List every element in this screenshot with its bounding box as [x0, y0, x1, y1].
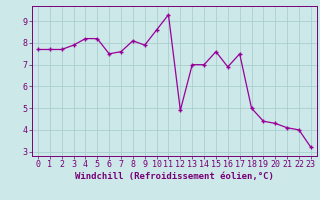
X-axis label: Windchill (Refroidissement éolien,°C): Windchill (Refroidissement éolien,°C): [75, 172, 274, 181]
